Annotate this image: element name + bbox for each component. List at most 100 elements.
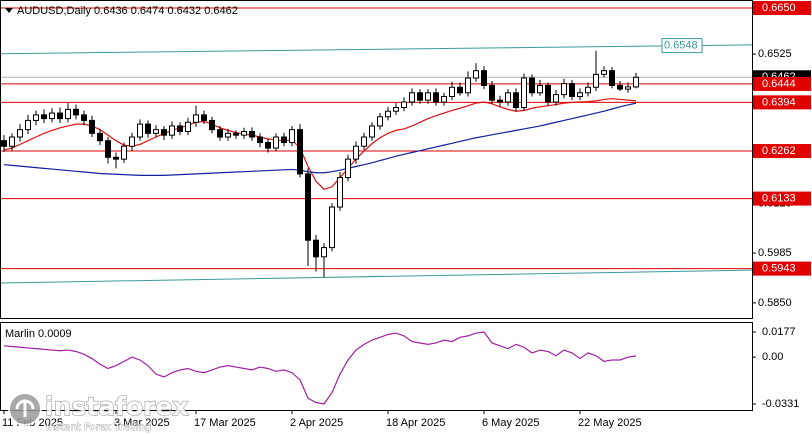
level-label-box xyxy=(753,76,811,91)
x-tick-label: 2 Apr 2025 xyxy=(290,417,343,429)
candle-body xyxy=(129,136,135,147)
candle-body xyxy=(137,123,143,138)
candle-body xyxy=(601,70,607,75)
open-value: 0.6436 xyxy=(94,5,128,17)
candle-body xyxy=(625,86,631,90)
candle-body xyxy=(281,136,287,144)
candle-body xyxy=(329,206,335,249)
x-tick-label: 17 Mar 2025 xyxy=(194,417,256,429)
level-label-box xyxy=(753,191,811,206)
candle-body xyxy=(593,73,599,88)
indicator-title: Marlin xyxy=(5,328,35,340)
candle-body xyxy=(345,158,351,179)
main-pane xyxy=(0,0,753,319)
candle-body xyxy=(81,114,87,121)
candle-body xyxy=(369,125,375,138)
candle-body xyxy=(193,114,199,123)
candle-body xyxy=(73,108,79,116)
candle-body xyxy=(209,119,215,131)
candle-body xyxy=(529,77,535,94)
slogan: Instant Forex Trading xyxy=(46,422,151,433)
high-value: 0.6474 xyxy=(131,5,165,17)
candle-body xyxy=(617,84,623,90)
candle-body xyxy=(289,129,295,144)
indicator-line xyxy=(3,331,637,405)
level-label: 0.5943 xyxy=(762,263,796,275)
candle-body xyxy=(577,92,583,97)
channel-label-box xyxy=(661,38,703,54)
level-label: 0.6262 xyxy=(762,145,796,157)
level-label: 0.6444 xyxy=(762,78,796,90)
y-tick-label: 0.6525 xyxy=(758,48,792,60)
candle-body xyxy=(113,156,119,160)
candle-body xyxy=(65,108,71,120)
indicator-pane xyxy=(0,322,753,411)
candle-body xyxy=(417,92,423,101)
y-tick-label: 0.5850 xyxy=(758,297,792,309)
candle-body xyxy=(177,125,183,132)
candle-body xyxy=(561,83,567,96)
level-label-box xyxy=(753,1,811,16)
candle-body xyxy=(569,83,575,97)
candle-body xyxy=(481,70,487,86)
x-tick-label: 18 Apr 2025 xyxy=(386,417,445,429)
candle-body xyxy=(145,123,151,134)
low-value: 0.6432 xyxy=(167,5,201,17)
candle-body xyxy=(521,77,527,109)
candle-body xyxy=(553,94,559,103)
candle-body xyxy=(425,92,431,101)
candle-body xyxy=(225,132,231,138)
moving-average xyxy=(3,98,637,191)
x-tick-label: 6 May 2025 xyxy=(482,417,539,429)
candle-body xyxy=(409,92,415,103)
candle-body xyxy=(233,132,239,136)
candle-body xyxy=(465,77,471,94)
candle-body xyxy=(377,116,383,127)
candle-body xyxy=(633,76,639,88)
candle-body xyxy=(609,70,615,86)
moving-average xyxy=(3,102,637,176)
candle-body xyxy=(313,239,319,258)
channel-line xyxy=(0,269,753,284)
candle-body xyxy=(321,247,327,258)
candle-body xyxy=(57,112,63,120)
candle-body xyxy=(449,86,455,97)
candle-body xyxy=(217,129,223,138)
x-tick-label: 22 May 2025 xyxy=(578,417,642,429)
candle-body xyxy=(545,84,551,103)
candle-body xyxy=(41,114,47,120)
candle-body xyxy=(473,70,479,79)
candle-body xyxy=(25,119,31,131)
indicator-tick-label: -0.0331 xyxy=(762,398,799,410)
candle-body xyxy=(249,130,255,138)
candle-body xyxy=(201,114,207,121)
candle-body xyxy=(1,140,7,147)
level-label-box xyxy=(753,261,811,276)
indicator-header: Marlin 0.0009 xyxy=(5,328,72,340)
menu-arrow xyxy=(5,8,13,13)
candle-body xyxy=(401,101,407,109)
y-tick-label: 0.5985 xyxy=(758,247,792,259)
x-tick-label: 3 Mar 2025 xyxy=(114,417,170,429)
candle-body xyxy=(433,92,439,103)
indicator-value: 0.0009 xyxy=(38,328,72,340)
level-label-box xyxy=(753,144,811,159)
candle-body xyxy=(489,84,495,101)
candle-body xyxy=(17,129,23,138)
indicator-tick-label: 0.00 xyxy=(762,351,783,363)
candle-body xyxy=(49,112,55,120)
candle-body xyxy=(441,95,447,103)
candle-body xyxy=(265,142,271,149)
candle-body xyxy=(33,114,39,121)
level-label: 0.6394 xyxy=(762,96,796,108)
channel-line xyxy=(0,44,753,55)
candle-body xyxy=(97,132,103,142)
candle-body xyxy=(169,125,175,136)
brand: instaforex xyxy=(45,392,189,421)
symbol: AUDUSD,Daily xyxy=(17,5,91,17)
candle-body xyxy=(337,177,343,208)
candle-body xyxy=(257,136,263,144)
